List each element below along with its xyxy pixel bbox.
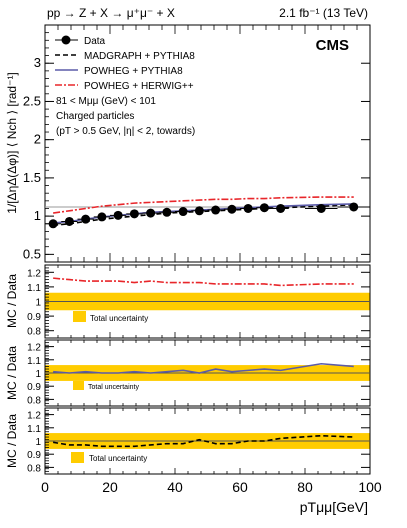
process-label: pp → Z + X → μ⁺μ⁻ + X [47, 6, 175, 20]
legend-entry-madgraph: MADGRAPH + PYTHIA8 [55, 51, 195, 62]
y-tick-label: 3 [34, 55, 41, 70]
y-tick-label: 1.2 [27, 343, 41, 354]
x-axis-ticks: 0 20 40 60 80 100 [41, 479, 382, 495]
x-tick-label: 40 [167, 479, 183, 495]
ratio-powheg-pythia-band-label: Total uncertainty [88, 384, 139, 391]
y-tick-label: 0.8 [27, 463, 41, 474]
data-point [113, 210, 123, 220]
legend-data-label: Data [84, 36, 106, 47]
ratio-herwig-y-ticks: 0.8 0.9 1 1.1 1.2 [27, 265, 371, 339]
data-point [316, 203, 326, 213]
main-panel: CMS 0.5 1 1.5 2 2.5 3 Data MADGRAPH + PYTHIA8… [5, 24, 371, 263]
luminosity-label: 2.1 fb⁻¹ (13 TeV) [279, 6, 368, 20]
legend-powheg-pythia-label: POWHEG + PYTHIA8 [84, 66, 183, 77]
y-tick-label: 1.1 [27, 283, 41, 294]
y-tick-label: 0.9 [27, 312, 41, 323]
kinematic-cut-note: (pT > 0.5 GeV, |η| < 2, towards) [56, 126, 195, 137]
legend-entry-powheg-herwig: POWHEG + HERWIG++ [55, 81, 194, 92]
y-tick-label: 1.1 [27, 356, 41, 367]
ratio-line-powheg-herwig- [53, 277, 354, 287]
ratio-powheg-pythia-y-axis-label: MC / Data [5, 346, 19, 400]
experiment-label: CMS [316, 37, 349, 54]
y-tick-label: 0.8 [27, 327, 41, 338]
data-point [194, 206, 204, 216]
data-point [259, 203, 269, 213]
data-point [81, 214, 91, 224]
main-y-ticks: 0.5 1 1.5 2 2.5 3 [23, 25, 371, 263]
ratio-panel-herwig: 0.8 0.9 1 1.1 1.2 Total uncertainty MC / Dat… [5, 264, 371, 339]
x-tick-label: 60 [232, 479, 248, 495]
legend: Data MADGRAPH + PYTHIA8 POWHEG + PYTHIA8… [55, 35, 195, 137]
ratio-powheg-pythia-series [45, 362, 370, 374]
legend-entry-data: Data [55, 35, 106, 47]
ratio-herwig-band-label: Total uncertainty [90, 314, 148, 323]
y-tick-label: 1.1 [27, 424, 41, 435]
legend-powheg-herwig-label: POWHEG + HERWIG++ [84, 81, 194, 92]
main-y-axis-label: 1/[ΔηΔ(Δφ)] ⟨ Nch ⟩ [rad⁻¹] [5, 72, 19, 214]
y-tick-label: 0.8 [27, 395, 41, 406]
data-point [243, 203, 253, 213]
legend-madgraph-label: MADGRAPH + PYTHIA8 [84, 51, 195, 62]
y-tick-label: 1.2 [27, 268, 41, 279]
main-series [45, 196, 370, 229]
ratio-line-madgraph-pythia- [52, 434, 354, 448]
ratio-powheg-pythia-band-swatch [73, 381, 84, 390]
y-tick-label: 0.5 [23, 246, 41, 261]
y-tick-label: 1.5 [23, 170, 41, 185]
y-tick-label: 1 [35, 437, 41, 448]
x-axis-label: pTμμ[GeV] [300, 499, 368, 515]
data-point [64, 216, 74, 226]
x-tick-label: 100 [358, 479, 382, 495]
data-point [97, 212, 107, 222]
data-point [349, 202, 359, 212]
mass-cut-note: 81 < Mμμ (GeV) < 101 [56, 96, 156, 107]
legend-entry-powheg-pythia: POWHEG + PYTHIA8 [55, 66, 183, 77]
y-tick-label: 1.2 [27, 411, 41, 422]
data-point [227, 204, 237, 214]
ratio-madgraph-band-label: Total uncertainty [89, 454, 147, 463]
data-point [178, 207, 188, 217]
main-panel-frame [44, 24, 371, 263]
ratio-madgraph-band-swatch [71, 452, 84, 463]
ratio-panel-powheg-pythia: 0.8 0.9 1 1.1 1.2 Total uncertainty MC / Dat… [5, 339, 371, 407]
particles-note: Charged particles [56, 111, 134, 122]
y-tick-label: 1 [34, 208, 41, 223]
y-tick-label: 1 [35, 369, 41, 380]
data-point [162, 207, 172, 217]
ratio-herwig-series [45, 277, 370, 302]
ratio-herwig-y-axis-label: MC / Data [5, 274, 19, 328]
data-point [129, 209, 139, 219]
data-point [276, 203, 286, 213]
ratio-madgraph-y-axis-label: MC / Data [5, 414, 19, 468]
x-tick-label: 80 [297, 479, 313, 495]
ratio-madgraph-series [45, 434, 370, 448]
y-tick-label: 0.9 [27, 450, 41, 461]
ratio-line-powheg-pythia- [53, 362, 354, 374]
ratio-herwig-band-swatch [73, 311, 86, 322]
ratio-panel-madgraph: 0.8 0.9 1 1.1 1.2 Total uncertainty MC / Dat… [5, 407, 382, 515]
y-tick-label: 0.9 [27, 382, 41, 393]
x-tick-label: 20 [102, 479, 118, 495]
data-point [146, 208, 156, 218]
y-tick-label: 2.5 [23, 93, 41, 108]
series-line-powheg-herwig- [53, 196, 354, 214]
y-tick-label: 2 [34, 132, 41, 147]
data-point [48, 219, 58, 229]
y-tick-label: 1 [35, 298, 41, 309]
x-tick-label: 0 [41, 479, 49, 495]
data-point [211, 205, 221, 215]
